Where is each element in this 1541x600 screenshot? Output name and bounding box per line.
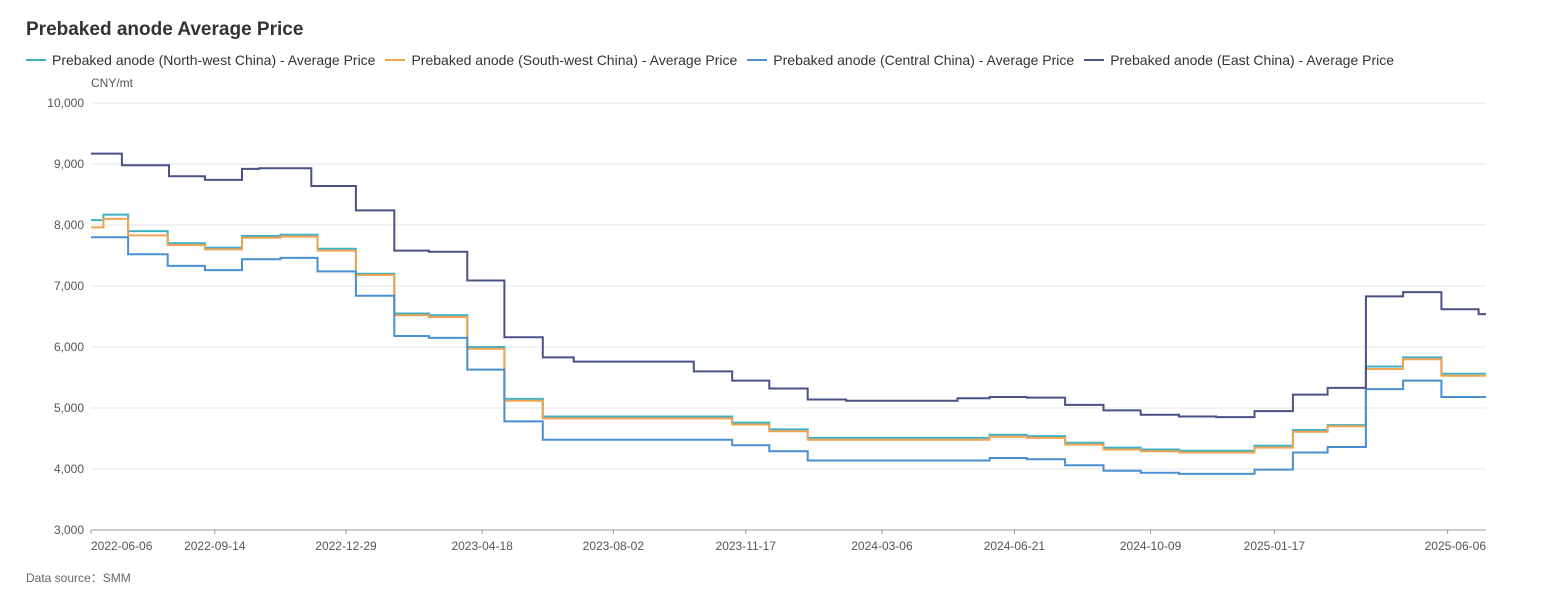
x-tick-label: 2023-04-18 <box>451 539 513 553</box>
legend-label-south-west: Prebaked anode (South-west China) - Aver… <box>411 52 738 68</box>
legend-item-east[interactable]: Prebaked anode (East China) - Average Pr… <box>1084 52 1394 68</box>
x-tick-label: 2022-06-06 <box>91 539 153 553</box>
series-line-1 <box>91 217 1486 454</box>
legend-label-central: Prebaked anode (Central China) - Average… <box>773 52 1075 68</box>
y-tick-label: 4,000 <box>54 462 84 476</box>
x-tick-label: 2024-10-09 <box>1120 539 1182 553</box>
x-tick-label: 2022-12-29 <box>315 539 377 553</box>
legend-swatch-east <box>1084 59 1105 61</box>
series-line-2 <box>91 236 1486 475</box>
y-tick-label: 10,000 <box>47 96 84 110</box>
y-tick-label: 7,000 <box>54 279 84 293</box>
legend-item-south-west[interactable]: Prebaked anode (South-west China) - Aver… <box>385 52 737 68</box>
legend-swatch-north-west <box>26 59 46 61</box>
x-tick-label: 2024-03-06 <box>851 539 913 553</box>
chart-legend: Prebaked anode (North-west China) - Aver… <box>26 52 1394 68</box>
y-axis-unit: CNY/mt <box>91 76 134 90</box>
legend-swatch-central <box>747 59 768 61</box>
data-source-note: Data source：SMM <box>26 571 131 585</box>
legend-item-north-west[interactable]: Prebaked anode (North-west China) - Aver… <box>26 52 375 68</box>
series-line-3 <box>91 152 1486 419</box>
y-tick-label: 3,000 <box>54 523 84 537</box>
x-tick-label: 2025-01-17 <box>1244 539 1306 553</box>
x-tick-label: 2023-08-02 <box>583 539 645 553</box>
x-tick-label: 2022-09-14 <box>184 539 246 553</box>
x-tick-label: 2025-06-06 <box>1425 539 1487 553</box>
x-tick-label: 2023-11-17 <box>716 539 777 553</box>
y-tick-label: 5,000 <box>54 401 84 415</box>
x-tick-label: 2024-06-21 <box>984 539 1046 553</box>
legend-label-east: Prebaked anode (East China) - Average Pr… <box>1110 52 1395 68</box>
legend-swatch-south-west <box>385 59 406 61</box>
legend-item-central[interactable]: Prebaked anode (Central China) - Average… <box>747 52 1074 68</box>
chart-title: Prebaked anode Average Price <box>26 19 304 40</box>
y-tick-label: 9,000 <box>54 157 84 171</box>
series-line-0 <box>91 213 1486 452</box>
y-tick-label: 6,000 <box>54 340 84 354</box>
legend-label-north-west: Prebaked anode (North-west China) - Aver… <box>52 52 376 68</box>
y-tick-label: 8,000 <box>54 218 84 232</box>
